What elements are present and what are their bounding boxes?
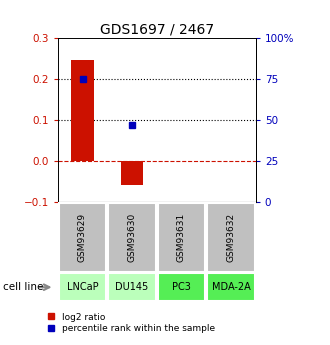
Title: GDS1697 / 2467: GDS1697 / 2467 [100, 23, 214, 37]
Text: GSM93629: GSM93629 [78, 213, 87, 262]
Text: GSM93632: GSM93632 [226, 213, 236, 262]
Bar [59, 203, 106, 272]
Text: cell line: cell line [3, 282, 44, 292]
Bar [121, 161, 143, 186]
Text: GSM93631: GSM93631 [177, 213, 186, 262]
Bar [108, 273, 156, 301]
Legend: log2 ratio, percentile rank within the sample: log2 ratio, percentile rank within the s… [44, 309, 219, 337]
Text: GSM93630: GSM93630 [127, 213, 137, 262]
Bar [59, 273, 106, 301]
Text: LNCaP: LNCaP [67, 282, 98, 292]
Text: DU145: DU145 [115, 282, 148, 292]
Text: PC3: PC3 [172, 282, 191, 292]
Bar [207, 203, 255, 272]
Bar [158, 203, 205, 272]
Bar [71, 60, 94, 161]
Bar [158, 273, 205, 301]
Bar [207, 273, 255, 301]
Bar [108, 203, 156, 272]
Text: MDA-2A: MDA-2A [212, 282, 250, 292]
